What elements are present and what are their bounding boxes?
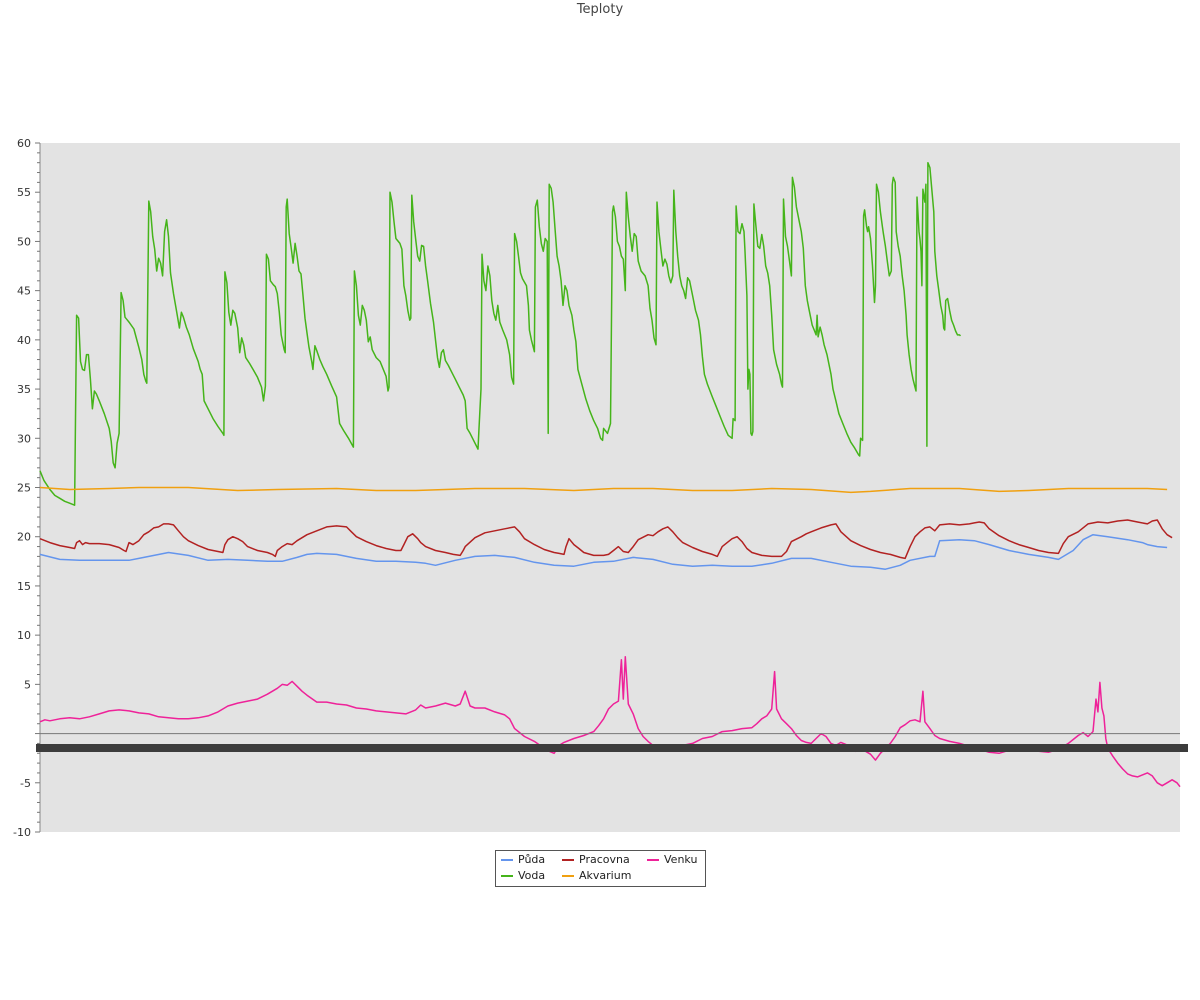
chart-title: Teploty <box>576 2 624 17</box>
y-tick-label: 50 <box>17 235 31 248</box>
series-line-2 <box>39 519 1173 560</box>
legend-swatch <box>647 859 659 861</box>
legend-swatch <box>562 859 574 861</box>
y-tick-label: 60 <box>17 137 31 150</box>
y-tick-label: 45 <box>17 285 31 298</box>
x-axis-band <box>36 744 1188 752</box>
plot-background <box>40 143 1180 832</box>
legend-label: Voda <box>518 869 546 882</box>
legend-swatch <box>501 859 513 861</box>
y-tick-label: 20 <box>17 531 31 544</box>
legend: Půda Voda Pracovna Akvarium Venku <box>495 850 706 887</box>
series-line-0 <box>39 533 1168 570</box>
y-tick-label: -10 <box>13 826 31 839</box>
legend-label: Akvarium <box>579 869 632 882</box>
y-tick-label: 55 <box>17 186 31 199</box>
legend-label: Pracovna <box>579 853 630 866</box>
y-tick-label: 30 <box>17 432 31 445</box>
y-tick-label: 25 <box>17 482 31 495</box>
y-tick-label: 40 <box>17 334 31 347</box>
y-axis: -10 -5 5 10 15 20 25 30 35 40 45 50 55 60 <box>13 137 41 839</box>
legend-swatch <box>562 875 574 877</box>
legend-swatch <box>501 875 513 877</box>
legend-label: Venku <box>664 853 698 866</box>
series-line-3 <box>39 486 1168 494</box>
y-tick-label: 10 <box>17 629 31 642</box>
series-line-1 <box>39 161 962 506</box>
y-tick-label: 5 <box>24 678 31 691</box>
y-tick-label: 35 <box>17 383 31 396</box>
y-tick-label: -5 <box>20 777 31 790</box>
y-tick-label: 15 <box>17 580 31 593</box>
legend-label: Půda <box>518 853 546 866</box>
